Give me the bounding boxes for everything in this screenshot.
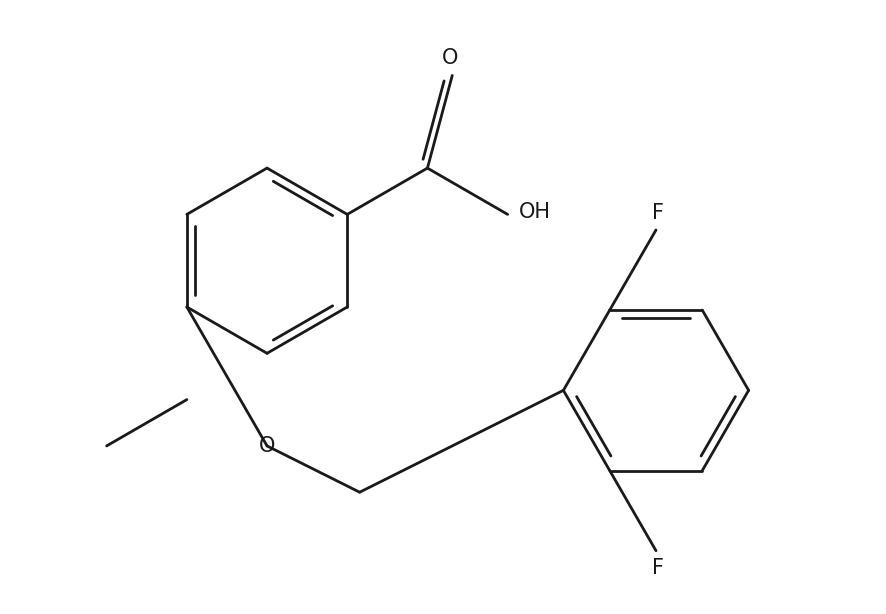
Text: OH: OH [519, 201, 551, 222]
Text: F: F [652, 558, 664, 578]
Text: F: F [652, 203, 664, 222]
Text: O: O [259, 436, 276, 456]
Text: O: O [442, 48, 459, 68]
